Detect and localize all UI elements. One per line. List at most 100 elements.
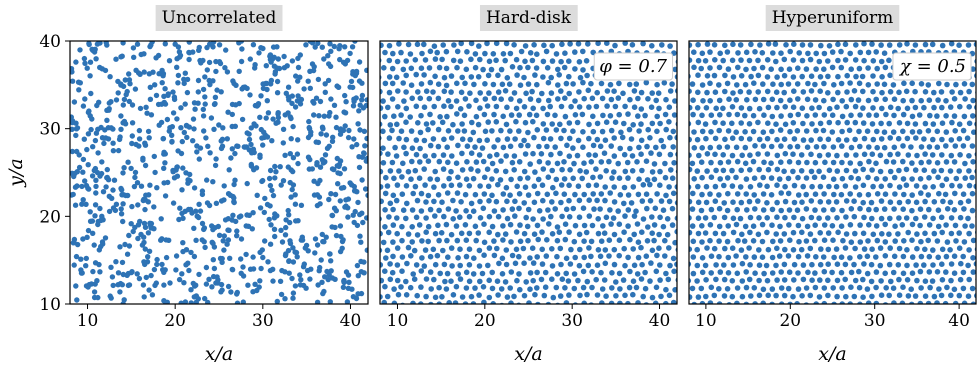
data-point	[512, 198, 518, 205]
data-point	[617, 192, 624, 198]
data-point	[869, 246, 875, 252]
data-point	[870, 58, 877, 64]
data-point	[672, 287, 677, 293]
data-point	[944, 206, 951, 212]
data-point	[270, 192, 277, 199]
data-point	[953, 81, 959, 88]
data-point	[553, 190, 559, 197]
data-point	[132, 169, 139, 176]
data-point	[917, 222, 923, 229]
data-point	[289, 93, 295, 99]
data-point	[664, 216, 671, 222]
data-point	[517, 175, 523, 182]
data-point	[861, 261, 867, 267]
data-point	[818, 308, 824, 314]
data-point	[878, 292, 885, 299]
data-point	[540, 58, 547, 65]
data-point	[391, 34, 397, 40]
data-point	[807, 292, 814, 299]
data-point	[722, 136, 728, 143]
data-point	[969, 285, 976, 292]
data-point	[737, 88, 744, 95]
data-point	[626, 126, 633, 133]
data-point	[892, 238, 898, 244]
data-point	[500, 191, 507, 197]
data-point	[445, 254, 451, 260]
data-point	[708, 206, 715, 213]
data-point	[326, 143, 332, 149]
data-point	[776, 253, 783, 259]
data-point	[499, 271, 506, 277]
data-point	[656, 105, 662, 112]
data-point	[760, 34, 766, 40]
data-point	[799, 42, 806, 48]
data-point	[415, 120, 421, 126]
data-point	[816, 58, 823, 65]
data-point	[722, 72, 728, 79]
data-point	[840, 237, 846, 244]
data-point	[807, 56, 814, 63]
data-point	[191, 253, 198, 260]
data-point	[567, 261, 574, 267]
data-point	[807, 42, 814, 48]
data-point	[878, 120, 884, 127]
data-point	[385, 229, 392, 236]
data-point	[228, 155, 234, 161]
data-point	[500, 237, 506, 243]
data-point	[368, 263, 374, 269]
data-point	[170, 167, 176, 174]
data-point	[218, 289, 224, 295]
data-point	[744, 35, 750, 41]
data-point	[948, 137, 955, 143]
data-point	[93, 177, 99, 183]
data-point	[678, 231, 684, 237]
data-point	[957, 183, 963, 189]
data-point	[521, 137, 527, 144]
data-point	[386, 57, 393, 64]
data-point	[916, 112, 923, 118]
data-point	[756, 277, 762, 284]
data-point	[839, 113, 846, 120]
data-point	[677, 73, 683, 79]
data-point	[87, 218, 94, 224]
data-point	[329, 166, 336, 172]
data-point	[137, 218, 143, 225]
data-point	[805, 35, 811, 41]
data-point	[856, 192, 863, 198]
data-point	[458, 41, 464, 47]
data-point	[774, 182, 780, 188]
data-point	[441, 213, 447, 220]
data-point	[803, 206, 810, 212]
data-point	[942, 300, 949, 304]
data-point	[764, 57, 771, 63]
data-point	[491, 95, 498, 102]
data-point	[319, 279, 325, 285]
data-point	[394, 215, 400, 221]
data-point	[494, 151, 500, 158]
data-point	[450, 197, 456, 204]
data-point	[178, 125, 184, 131]
data-point	[246, 136, 253, 143]
data-point	[724, 49, 731, 55]
data-point	[329, 212, 336, 219]
data-point	[634, 221, 641, 227]
data-point	[200, 86, 207, 93]
data-point	[765, 41, 772, 47]
data-point	[695, 215, 702, 221]
data-point	[504, 104, 510, 111]
data-point	[558, 182, 565, 188]
data-point	[734, 158, 741, 165]
data-point	[622, 168, 629, 175]
data-point	[530, 277, 536, 284]
data-point	[79, 201, 85, 207]
data-point	[90, 268, 96, 275]
data-point	[611, 261, 618, 268]
data-point	[403, 136, 410, 143]
data-point	[586, 104, 592, 110]
data-point	[495, 292, 501, 298]
data-point	[527, 33, 533, 39]
data-point	[939, 104, 945, 111]
data-point	[466, 213, 473, 220]
data-point	[873, 49, 879, 55]
data-point	[735, 237, 741, 244]
